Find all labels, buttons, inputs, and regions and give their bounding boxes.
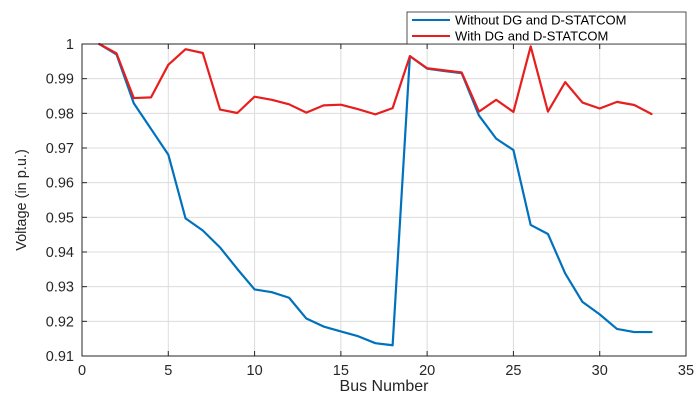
y-tick-label: 0.99 [46, 72, 74, 88]
grid-lines [82, 44, 686, 356]
x-axis-title: Bus Number [340, 378, 430, 395]
y-tick-label: 1 [66, 37, 74, 53]
axis-ticks [81, 43, 687, 357]
y-tick-label: 0.96 [46, 176, 74, 192]
legend-box [406, 11, 687, 45]
x-tick-label: 5 [164, 363, 172, 379]
y-axis-title: Voltage (in p.u.) [14, 149, 30, 251]
y-tick-label: 0.91 [46, 349, 74, 365]
y-tick-label: 0.97 [46, 141, 74, 157]
y-tick-label: 0.95 [46, 210, 74, 226]
legend-label-without-dg: Without DG and D-STATCOM [455, 13, 626, 28]
y-tick-label: 0.93 [46, 280, 74, 296]
x-tick-label: 35 [678, 363, 694, 379]
series-group [98, 42, 653, 347]
series-line-with-dg [98, 42, 653, 116]
y-tick-label: 0.94 [46, 245, 74, 261]
plot-area [81, 42, 687, 357]
x-tick-label: 20 [419, 363, 435, 379]
x-tick-label: 10 [247, 363, 263, 379]
x-tick-label: 30 [592, 363, 608, 379]
y-tick-label: 0.92 [46, 314, 74, 330]
legend-label-with-dg: With DG and D-STATCOM [455, 29, 608, 44]
axes-box [81, 43, 687, 357]
x-tick-label: 25 [505, 363, 521, 379]
y-tick-label: 0.98 [46, 106, 74, 122]
x-tick-label: 0 [78, 363, 86, 379]
x-tick-label: 15 [333, 363, 349, 379]
legend: Without DG and D-STATCOM With DG and D-S… [406, 11, 687, 45]
axes-background [82, 44, 686, 356]
series-line-without-dg [98, 42, 653, 347]
